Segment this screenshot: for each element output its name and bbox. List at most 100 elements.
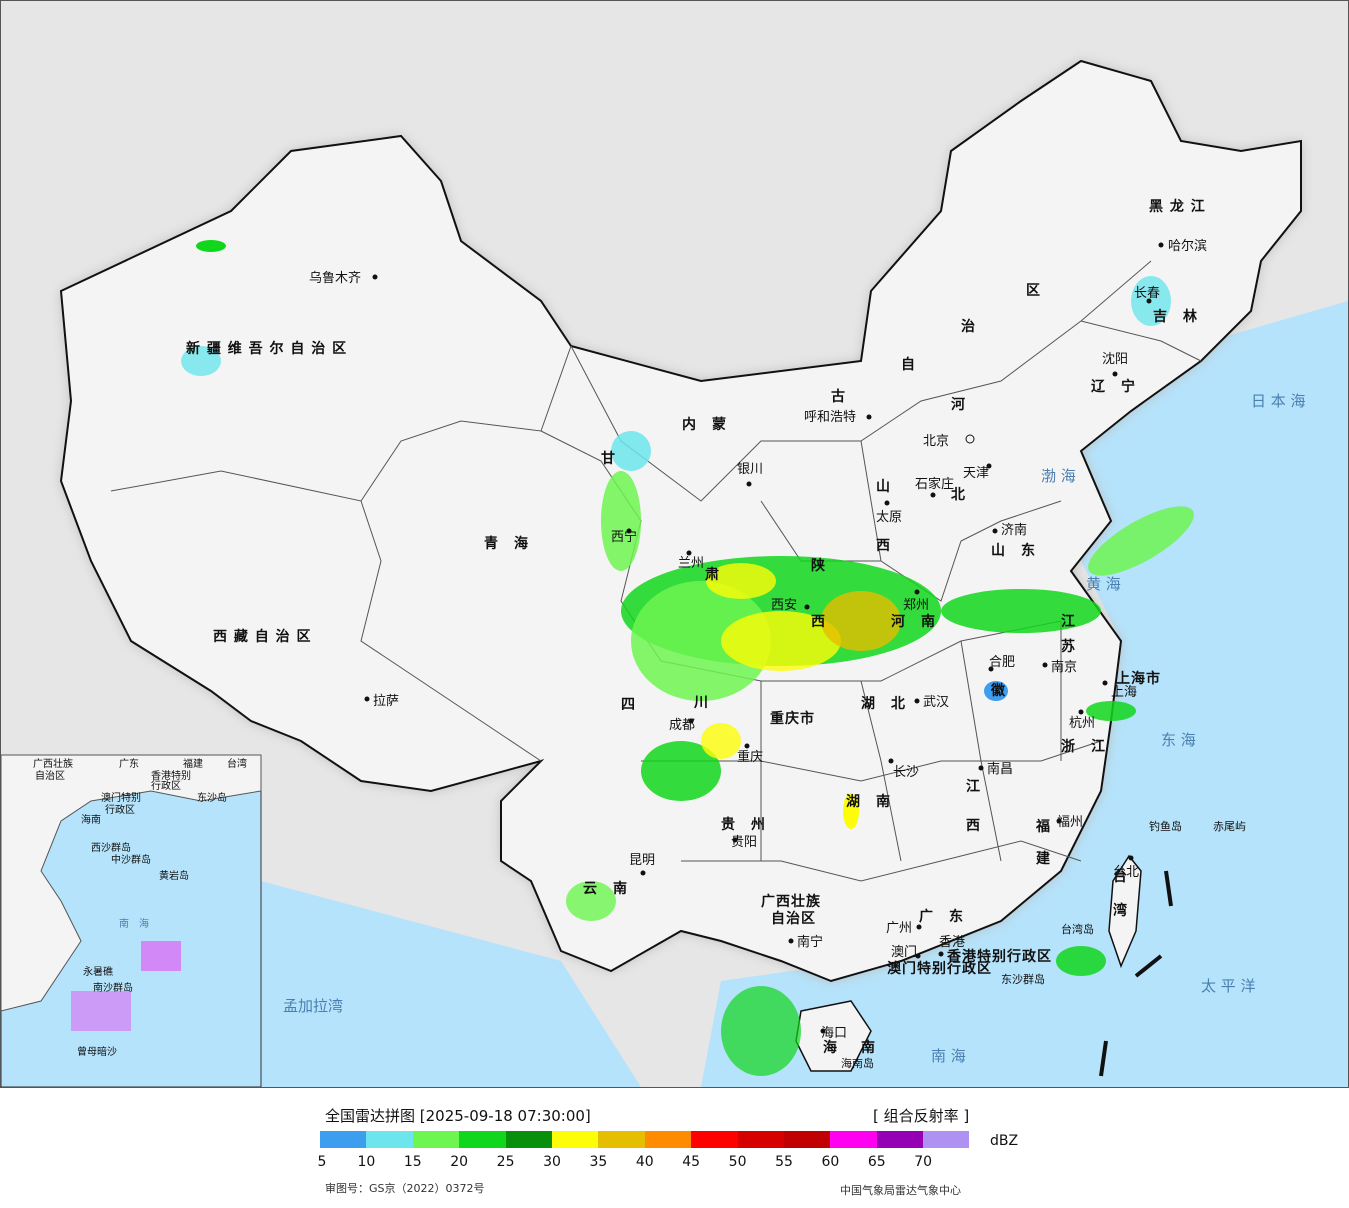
island-labels: 钓鱼岛 赤尾屿 台湾岛 东沙群岛 海南岛 [841, 819, 1246, 1070]
svg-text:南: 南 [861, 1039, 876, 1056]
svg-text:永暑礁: 永暑礁 [83, 965, 113, 978]
scale-tick-label: 10 [357, 1154, 376, 1170]
scale-tick-label: 5 [317, 1154, 327, 1170]
scale-tick-label: 40 [635, 1154, 654, 1170]
china-mainland [59, 59, 1302, 983]
svg-text:沈阳: 沈阳 [1102, 352, 1128, 367]
svg-text:北京: 北京 [923, 434, 949, 449]
svg-text:昆明: 昆明 [629, 853, 655, 868]
svg-text:自: 自 [901, 356, 916, 373]
svg-text:澳门特别: 澳门特别 [101, 791, 141, 804]
svg-text:行政区: 行政区 [151, 779, 181, 792]
boundary-marks [1099, 870, 1173, 1077]
svg-text:贵 州: 贵 州 [721, 816, 766, 833]
legend-title: 全国雷达拼图 [2025-09-18 07:30:00] [325, 1107, 591, 1125]
svg-text:郑州: 郑州 [903, 598, 929, 613]
scale-tick-label: 45 [682, 1154, 701, 1170]
svg-text:钓鱼岛: 钓鱼岛 [1149, 819, 1182, 833]
svg-text:广西壮族: 广西壮族 [33, 757, 73, 770]
scale-tick-label: 55 [775, 1154, 793, 1170]
svg-text:浙 江: 浙 江 [1061, 738, 1106, 755]
scale-tick-label: 25 [496, 1154, 515, 1170]
svg-text:天津: 天津 [963, 466, 989, 481]
svg-text:台湾: 台湾 [227, 757, 247, 770]
svg-text:四: 四 [621, 697, 636, 713]
color-swatch [598, 1131, 645, 1148]
taiwan-island [1108, 854, 1142, 969]
svg-text:西 藏 自 治 区: 西 藏 自 治 区 [213, 628, 312, 645]
south-china-sea-inset: 广西壮族 自治区 广东 福建 台湾 香港特别 行政区 澳门特别 行政区 东沙岛 … [1, 754, 262, 1087]
svg-text:河: 河 [951, 396, 966, 413]
svg-text:治: 治 [961, 318, 976, 335]
svg-text:福建: 福建 [183, 757, 203, 770]
svg-text:广西壮族: 广西壮族 [761, 893, 821, 910]
svg-text:台湾岛: 台湾岛 [1061, 922, 1094, 936]
svg-text:南沙群岛: 南沙群岛 [93, 981, 133, 994]
svg-text:山 东: 山 东 [991, 542, 1036, 559]
svg-text:广 东: 广 东 [919, 908, 964, 925]
svg-text:辽 宁: 辽 宁 [1091, 378, 1136, 395]
svg-text:西: 西 [811, 614, 826, 630]
svg-text:东沙岛: 东沙岛 [197, 791, 227, 804]
svg-text:武汉: 武汉 [923, 695, 949, 710]
svg-text:海南: 海南 [81, 813, 101, 826]
svg-text:太 平 洋: 太 平 洋 [1201, 977, 1256, 995]
svg-text:黄岩岛: 黄岩岛 [159, 869, 189, 882]
svg-text:兰州: 兰州 [678, 556, 704, 571]
svg-text:湾: 湾 [1113, 902, 1128, 919]
scale-tick-label: 50 [728, 1154, 747, 1170]
svg-text:湖 北: 湖 北 [861, 696, 906, 712]
svg-text:拉萨: 拉萨 [373, 694, 399, 709]
svg-text:贵阳: 贵阳 [731, 835, 757, 850]
svg-text:苏: 苏 [1061, 638, 1076, 655]
color-swatch [412, 1131, 460, 1148]
scale-tick-label: 20 [450, 1154, 469, 1170]
svg-text:重庆市: 重庆市 [770, 710, 815, 727]
color-swatch [459, 1131, 506, 1148]
svg-text:乌鲁木齐: 乌鲁木齐 [309, 270, 361, 286]
svg-text:南宁: 南宁 [797, 934, 823, 950]
svg-text:澳门特别行政区: 澳门特别行政区 [887, 960, 992, 977]
svg-text:广州: 广州 [886, 921, 912, 936]
svg-text:川: 川 [693, 695, 709, 711]
color-swatch [551, 1131, 599, 1148]
color-swatch [691, 1131, 738, 1148]
svg-text:黑 龙 江: 黑 龙 江 [1149, 198, 1206, 215]
svg-text:东 海: 东 海 [1161, 731, 1196, 749]
svg-text:西: 西 [876, 538, 891, 554]
svg-text:河 南: 河 南 [891, 613, 936, 630]
svg-text:湖 南: 湖 南 [846, 793, 891, 810]
svg-text:赤尾屿: 赤尾屿 [1213, 820, 1246, 833]
svg-text:自治区: 自治区 [771, 910, 816, 927]
svg-text:青 海: 青 海 [484, 535, 529, 552]
color-swatch [876, 1131, 924, 1148]
city-labels: 乌鲁木齐 拉萨 西宁 兰州 银川 呼和浩特 北京 天津 石家庄 太原 济南 郑州… [309, 238, 1207, 1041]
svg-text:香港特别行政区: 香港特别行政区 [946, 948, 1052, 965]
scale-tick-label: 70 [914, 1154, 933, 1170]
svg-text:江: 江 [966, 778, 981, 795]
svg-text:哈尔滨: 哈尔滨 [1168, 238, 1207, 254]
svg-text:曾母暗沙: 曾母暗沙 [77, 1045, 117, 1058]
svg-text:孟加拉湾: 孟加拉湾 [283, 997, 343, 1015]
svg-text:重庆: 重庆 [737, 749, 763, 765]
svg-text:日 本 海: 日 本 海 [1251, 392, 1306, 410]
svg-text:南京: 南京 [1051, 659, 1077, 675]
svg-text:东沙群岛: 东沙群岛 [1001, 972, 1045, 986]
color-scale [320, 1131, 970, 1148]
svg-text:西安: 西安 [771, 598, 797, 613]
svg-text:建: 建 [1036, 850, 1051, 867]
radar-echo-layer [181, 240, 1194, 1076]
color-swatch [644, 1131, 692, 1148]
svg-text:杭州: 杭州 [1069, 716, 1095, 731]
color-swatch [783, 1131, 831, 1148]
color-swatch [830, 1131, 877, 1148]
svg-text:古: 古 [831, 388, 846, 405]
svg-text:石家庄: 石家庄 [915, 476, 954, 492]
svg-text:南 海: 南 海 [931, 1047, 966, 1065]
svg-text:区: 区 [1026, 283, 1041, 299]
svg-text:黄 海: 黄 海 [1086, 575, 1121, 593]
svg-text:自治区: 自治区 [35, 769, 65, 782]
color-swatch [505, 1131, 552, 1148]
color-swatch [737, 1131, 784, 1148]
svg-text:上海: 上海 [1111, 685, 1137, 700]
